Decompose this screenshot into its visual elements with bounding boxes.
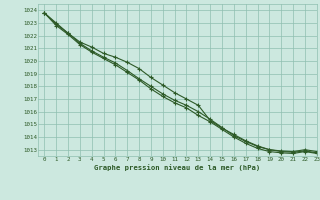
X-axis label: Graphe pression niveau de la mer (hPa): Graphe pression niveau de la mer (hPa) — [94, 164, 261, 171]
